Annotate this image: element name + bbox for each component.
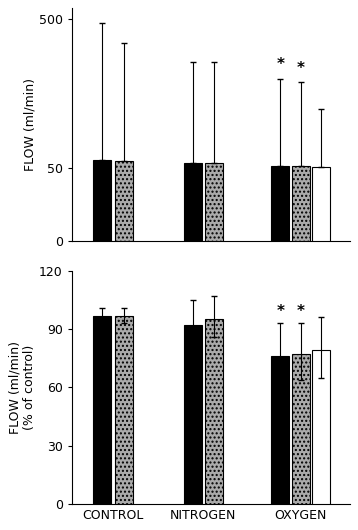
Bar [93,315,111,504]
Bar [292,355,310,504]
Bar [271,356,289,504]
Y-axis label: FLOW (ml/min): FLOW (ml/min) [23,78,36,171]
Bar [184,325,202,504]
Bar [205,163,223,241]
Bar [93,160,111,241]
Text: *: * [276,57,284,72]
Bar [115,162,133,241]
Text: *: * [297,60,305,75]
Y-axis label: FLOW (ml/min)
(% of control): FLOW (ml/min) (% of control) [8,341,36,434]
Bar [313,167,330,241]
Bar [292,166,310,241]
Bar [205,320,223,504]
Bar [184,163,202,241]
Bar [115,315,133,504]
Bar [313,350,330,504]
Text: *: * [297,304,305,320]
Bar [271,166,289,241]
Text: *: * [276,304,284,320]
